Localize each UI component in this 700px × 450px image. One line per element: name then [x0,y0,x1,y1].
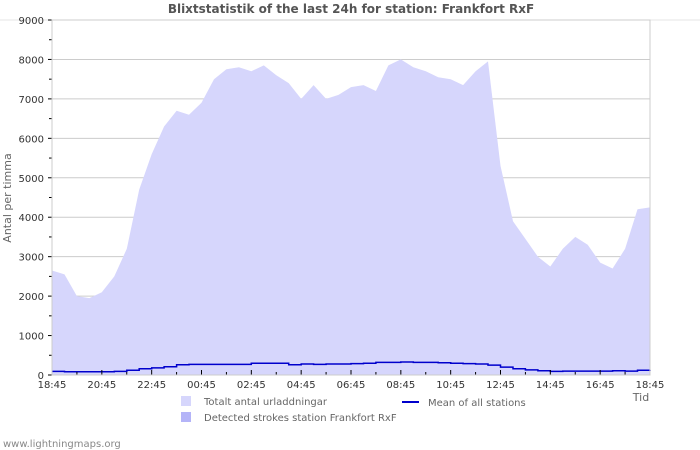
legend-item-detected: Detected strokes station Frankfort RxF [181,412,397,424]
legend: Totalt antal urladdningar Detected strok… [181,396,526,424]
legend-label-total: Totalt antal urladdningar [203,397,328,408]
x-axis-ticks: 18:45 20:45 22:45 00:45 02:45 04:45 06:45 08:45… [38,19,665,391]
y-axis-ticks: 0 1000 2000 3000 4000 5000 6000 7000 8000 9000 [19,16,52,382]
x-tick-label: 02:45 [237,380,266,391]
y-tick-label: 2000 [19,292,44,303]
y-tick-label: 4000 [19,213,44,224]
y-tick-label: 8000 [19,55,44,66]
y-tick-label: 3000 [19,253,44,264]
legend-label-detected: Detected strokes station Frankfort RxF [204,413,397,424]
total-area-path [52,59,650,376]
x-tick-label: 08:45 [386,380,415,391]
legend-item-mean: Mean of all stations [402,398,526,409]
y-tick-label: 6000 [19,134,44,145]
x-tick-label: 20:45 [87,380,116,391]
x-tick-label: 22:45 [137,380,166,391]
chart-title: Blixtstatistik of the last 24h for stati… [168,2,534,16]
y-tick-label: 9000 [19,16,44,27]
plot-border [51,19,651,376]
x-tick-label: 16:45 [586,380,615,391]
legend-swatch-total [181,396,191,406]
x-tick-label: 00:45 [187,380,216,391]
y-tick-label: 1000 [19,332,44,343]
footer-credit: www.lightningmaps.org [3,439,121,450]
y-axis-label: Antal per timma [1,153,14,242]
x-tick-label: 04:45 [287,380,316,391]
x-tick-label: 06:45 [337,380,366,391]
x-tick-label: 18:45 [636,380,665,391]
legend-item-total: Totalt antal urladdningar [181,396,328,408]
x-axis-label: Tid [632,391,649,404]
x-tick-label: 18:45 [38,380,67,391]
x-tick-label: 14:45 [536,380,565,391]
y-tick-label: 7000 [19,95,44,106]
x-tick-label: 10:45 [436,380,465,391]
legend-swatch-detected [181,412,191,422]
x-tick-label: 12:45 [486,380,515,391]
legend-label-mean: Mean of all stations [428,398,526,409]
y-tick-label: 0 [38,371,44,382]
y-tick-label: 5000 [19,174,44,185]
total-discharges-area [52,59,650,376]
